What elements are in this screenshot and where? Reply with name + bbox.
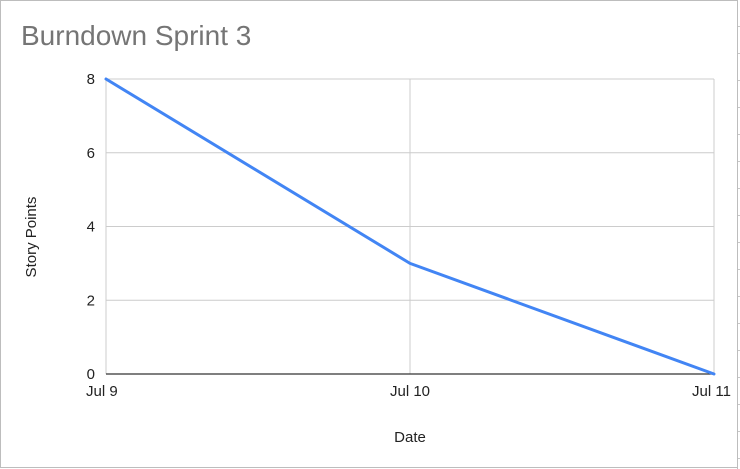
y-tick-label-1: 2	[87, 292, 95, 309]
x-tick-label-1: Jul 10	[390, 383, 430, 400]
grid-lines	[105, 78, 715, 374]
x-tick-label-0: Jul 9	[86, 383, 118, 400]
y-tick-label-4: 8	[87, 71, 95, 88]
series-lines	[104, 77, 716, 376]
y-tick-labels: 0 2 4 6 8	[87, 71, 95, 383]
x-tick-label-2: Jul 11	[692, 383, 731, 400]
chart-title: Burndown Sprint 3	[21, 20, 252, 51]
y-axis-title: Story Points	[23, 197, 40, 278]
x-tick-labels: Jul 9 Jul 10 Jul 11	[86, 383, 731, 400]
y-tick-label-2: 4	[87, 219, 95, 236]
y-tick-label-3: 6	[87, 145, 95, 162]
window-edge	[737, 0, 740, 469]
y-tick-label-0: 0	[87, 366, 95, 383]
x-axis-title: Date	[394, 429, 426, 446]
